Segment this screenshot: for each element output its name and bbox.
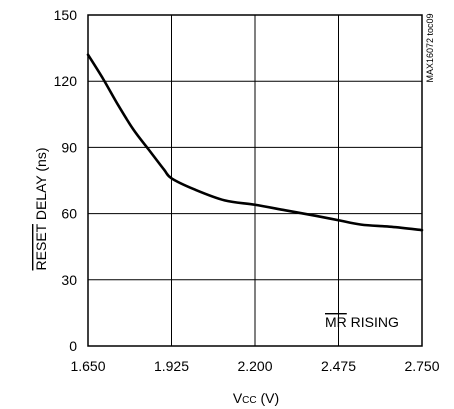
x-axis-title: VCC (V) [233, 390, 279, 406]
x-tick-labels: 1.650 1.925 2.200 2.475 2.750 [70, 358, 439, 374]
x-tick-label: 2.750 [404, 358, 439, 374]
x-tick-label: 2.200 [237, 358, 272, 374]
y-tick-labels: 0 30 60 90 120 150 [54, 7, 78, 354]
y-tick-label: 90 [61, 139, 77, 155]
annotation-rest: RISING [347, 314, 399, 330]
y-tick-label: 150 [54, 7, 78, 23]
y-tick-label: 0 [69, 338, 77, 354]
series-layer [86, 53, 424, 232]
annotation-mr-rising: MR RISING [325, 314, 399, 330]
plot-frame [87, 14, 423, 347]
x-tick-label: 1.925 [154, 358, 189, 374]
x-tick-label: 2.475 [321, 358, 356, 374]
grid [88, 15, 422, 346]
y-tick-label: 120 [54, 73, 78, 89]
x-axis-title-sub: CC [242, 395, 256, 406]
series-line [86, 53, 424, 232]
y-axis-title-rest: DELAY (ns) [33, 148, 49, 225]
y-tick-label: 30 [61, 272, 77, 288]
x-tick-label: 1.650 [70, 358, 105, 374]
x-axis-title-main: V [233, 390, 243, 406]
figure-id: MAX16072 toc09 [425, 13, 435, 82]
x-axis-title-unit: (V) [257, 390, 280, 406]
y-axis-title: RESET DELAY (ns) [33, 148, 49, 271]
y-tick-label: 60 [61, 206, 77, 222]
y-axis-title-overline: RESET [33, 223, 49, 270]
annotation-overline: MR [325, 314, 347, 330]
